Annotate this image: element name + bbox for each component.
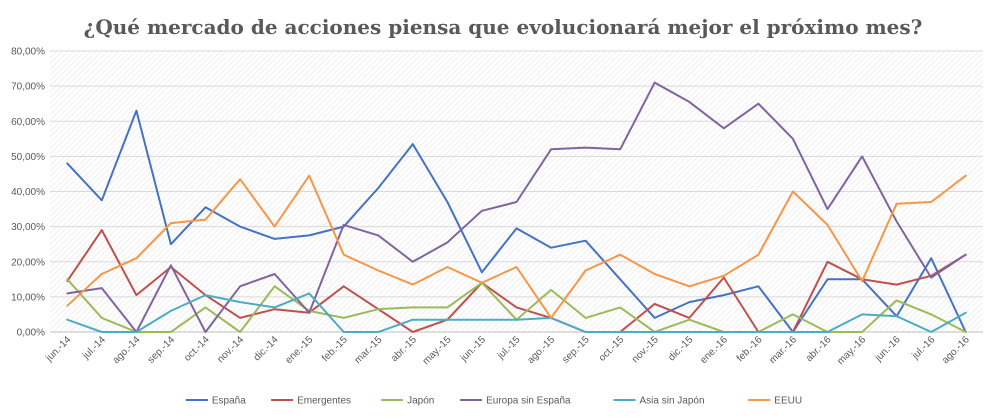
legend-label: Japón (407, 396, 434, 407)
legend-label: EEUU (774, 396, 802, 407)
y-tick-label: 0,00% (17, 328, 45, 339)
series-line (66, 174, 967, 319)
y-tick-label: 60,00% (11, 117, 45, 128)
y-tick-label: 10,00% (11, 292, 45, 303)
y-tick-label: 30,00% (11, 222, 45, 233)
legend-label: Europa sin España (486, 396, 571, 407)
legend: España Emergentes Japón Europa sin España As… (185, 396, 802, 407)
series-lines (66, 81, 967, 333)
y-axis: 0,00% 10,00% 20,00% 30,00% 40,00% 50,00% 60,00… (11, 47, 45, 339)
y-tick-label: 40,00% (11, 187, 45, 198)
y-tick-label: 70,00% (11, 82, 45, 93)
series-line (66, 109, 967, 333)
y-tick-label: 50,00% (11, 152, 45, 163)
y-tick-label: 80,00% (11, 47, 45, 58)
legend-label: Emergentes (297, 396, 351, 407)
series-line (66, 292, 967, 333)
legend-label: España (212, 396, 246, 407)
series-line (66, 229, 967, 333)
chart-title: ¿Qué mercado de acciones piensa que evol… (84, 15, 923, 39)
legend-label: Asia sin Japón (640, 396, 705, 407)
y-tick-label: 20,00% (11, 257, 45, 268)
series-line (66, 81, 967, 333)
